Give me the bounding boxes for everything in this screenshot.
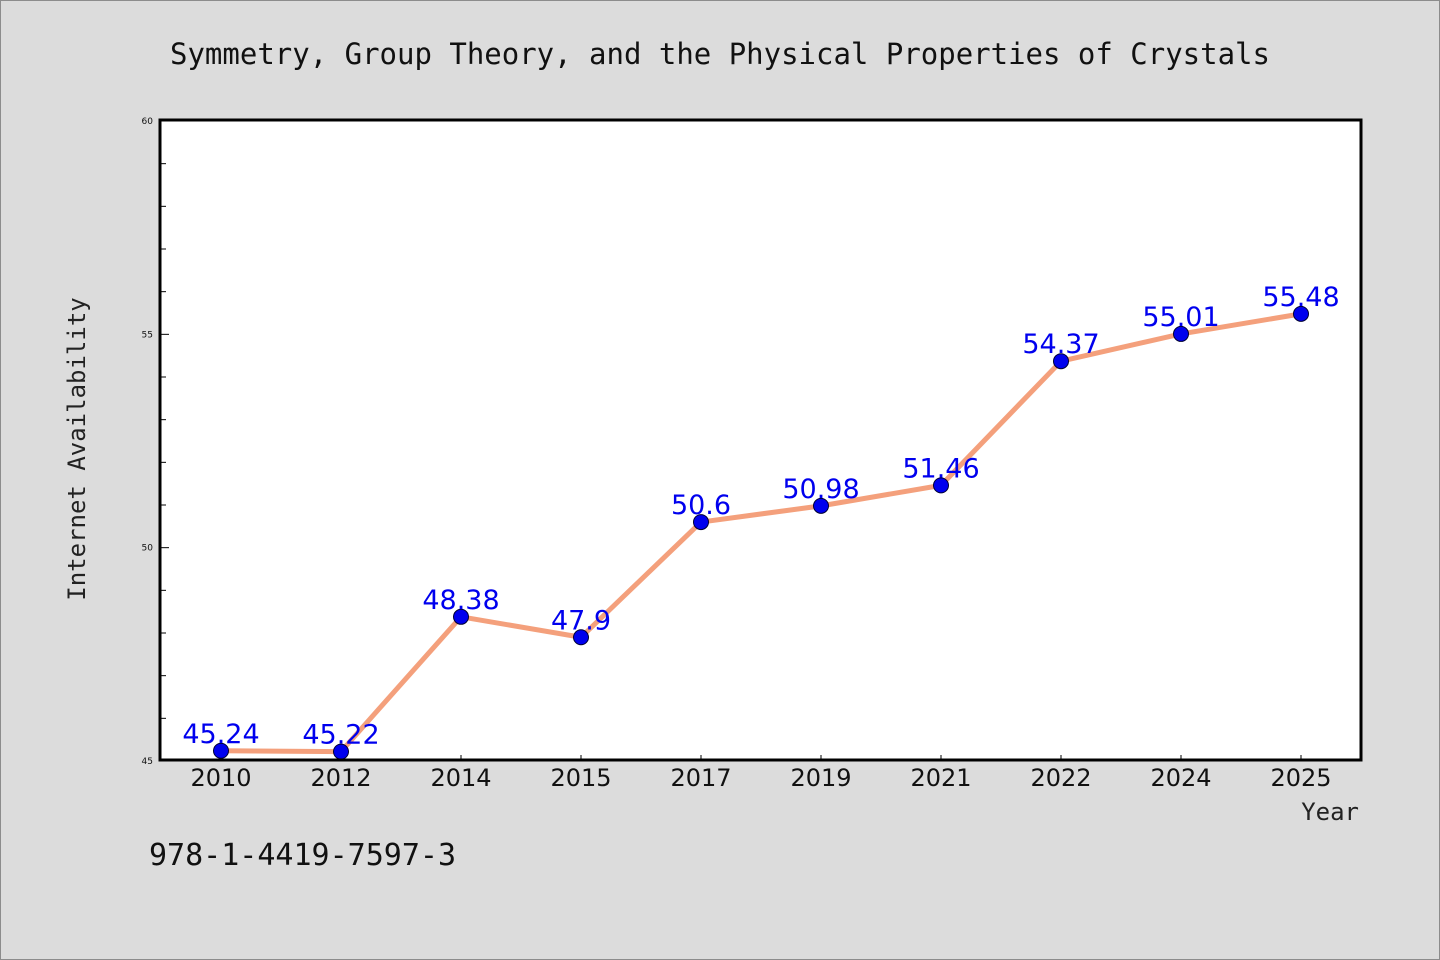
data-point (1173, 325, 1189, 342)
data-label: 45.24 (182, 719, 259, 750)
data-label: 51.46 (902, 453, 979, 484)
chart-title: Symmetry, Group Theory, and the Physical… (170, 37, 1270, 71)
series-layer: 45.24 45.22 48.38 47.9 50.6 50.98 51.46 54.37 55… (182, 282, 1340, 760)
y-axis-label: Internet Availability (63, 297, 91, 600)
data-point (813, 497, 829, 514)
isbn-text: 978-1-4419-7597-3 (149, 838, 456, 873)
x-tick-label: 2015 (550, 764, 611, 792)
y-axis: 45 50 55 60 (142, 117, 169, 767)
x-tick-label: 2010 (190, 764, 251, 792)
x-tick-label: 2025 (1270, 764, 1331, 792)
y-tick-label: 60 (142, 117, 154, 127)
data-point (693, 514, 709, 531)
data-point (1053, 353, 1069, 370)
y-tick-label: 55 (142, 330, 153, 340)
data-label: 45.22 (302, 720, 379, 751)
x-tick-label: 2019 (790, 764, 851, 792)
data-label: 47.9 (551, 605, 611, 636)
x-tick-label: 2014 (430, 764, 491, 792)
data-label: 55.48 (1262, 282, 1339, 313)
data-point (213, 742, 229, 759)
data-label: 55.01 (1142, 302, 1219, 333)
series-line (218, 311, 1304, 755)
data-label: 50.6 (671, 490, 731, 521)
data-label: 54.37 (1022, 329, 1099, 360)
x-tick-label: 2017 (670, 764, 731, 792)
x-tick-label: 2021 (910, 764, 971, 792)
x-tick-label: 2022 (1030, 764, 1091, 792)
data-point (1293, 305, 1309, 322)
x-axis: 2010 2012 2014 2015 2017 2019 2021 2022 2024 2025 (190, 755, 1332, 792)
x-axis-label: Year (1301, 798, 1359, 826)
x-tick-label: 2024 (1150, 764, 1211, 792)
y-tick-label: 50 (142, 544, 154, 554)
data-label: 48.38 (422, 585, 499, 616)
y-tick-label: 45 (142, 757, 153, 767)
data-label: 50.98 (782, 474, 859, 505)
x-tick-label: 2012 (310, 764, 371, 792)
data-point (573, 629, 589, 646)
data-point (933, 477, 949, 494)
data-point (453, 608, 469, 625)
plot-area (160, 120, 1361, 760)
plot-frame (158, 118, 1363, 762)
